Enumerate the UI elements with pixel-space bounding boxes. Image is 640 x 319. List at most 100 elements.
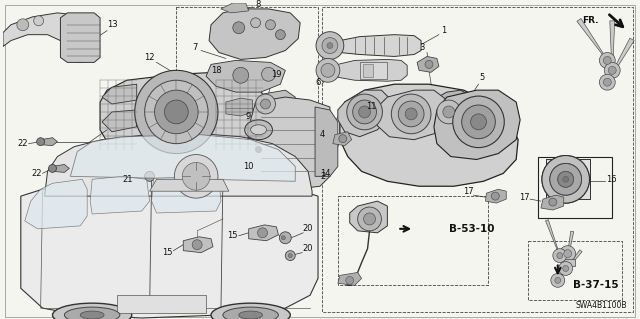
Circle shape	[551, 273, 564, 287]
Polygon shape	[333, 132, 352, 146]
Polygon shape	[338, 90, 391, 137]
Polygon shape	[378, 90, 447, 140]
Polygon shape	[209, 9, 300, 59]
Circle shape	[549, 198, 557, 206]
Circle shape	[322, 38, 338, 54]
Circle shape	[550, 163, 582, 195]
Polygon shape	[3, 13, 97, 63]
Circle shape	[255, 94, 275, 114]
Ellipse shape	[244, 120, 273, 140]
Ellipse shape	[223, 307, 278, 319]
Circle shape	[282, 236, 285, 240]
Circle shape	[316, 32, 344, 59]
Polygon shape	[559, 250, 582, 279]
Circle shape	[233, 67, 249, 83]
Text: 9: 9	[245, 112, 250, 122]
Circle shape	[563, 176, 569, 182]
Circle shape	[563, 265, 569, 271]
Bar	[546, 160, 591, 199]
Circle shape	[260, 99, 271, 109]
Circle shape	[557, 253, 563, 259]
Circle shape	[347, 94, 383, 130]
Polygon shape	[40, 138, 58, 146]
Circle shape	[555, 278, 561, 283]
Bar	[561, 259, 575, 266]
Circle shape	[358, 207, 381, 231]
Circle shape	[560, 246, 575, 262]
Text: 19: 19	[271, 70, 282, 79]
Text: 6: 6	[316, 78, 321, 87]
Circle shape	[470, 114, 486, 130]
Circle shape	[280, 232, 291, 244]
Circle shape	[145, 80, 208, 144]
Circle shape	[321, 63, 335, 77]
Circle shape	[36, 138, 45, 146]
Circle shape	[542, 156, 589, 203]
Text: 8: 8	[255, 0, 260, 10]
Circle shape	[604, 56, 611, 64]
Text: B-37-15: B-37-15	[573, 280, 618, 290]
Circle shape	[327, 43, 333, 48]
Circle shape	[553, 249, 566, 263]
Circle shape	[192, 240, 202, 250]
Polygon shape	[249, 225, 278, 241]
Circle shape	[266, 20, 275, 30]
Polygon shape	[102, 110, 137, 132]
Circle shape	[316, 58, 340, 82]
Circle shape	[558, 171, 573, 187]
Text: 16: 16	[606, 175, 616, 184]
Polygon shape	[423, 90, 474, 134]
Circle shape	[17, 19, 29, 31]
Text: 22: 22	[31, 169, 42, 178]
Ellipse shape	[251, 125, 266, 135]
Polygon shape	[349, 201, 387, 233]
Polygon shape	[577, 19, 606, 58]
Circle shape	[391, 94, 431, 134]
Circle shape	[425, 60, 433, 68]
Circle shape	[405, 108, 417, 120]
Circle shape	[255, 147, 262, 152]
Ellipse shape	[239, 311, 262, 319]
Circle shape	[600, 53, 615, 68]
Text: 2: 2	[321, 172, 326, 181]
Circle shape	[251, 18, 260, 28]
Circle shape	[608, 66, 616, 74]
Polygon shape	[52, 165, 69, 172]
Circle shape	[542, 156, 589, 203]
Text: 3: 3	[419, 43, 425, 52]
Text: 15: 15	[162, 248, 173, 257]
Polygon shape	[21, 179, 318, 318]
Circle shape	[164, 100, 188, 124]
Circle shape	[233, 22, 244, 34]
Text: 11: 11	[366, 102, 377, 111]
Circle shape	[49, 165, 56, 172]
Circle shape	[550, 163, 582, 195]
Text: 18: 18	[211, 66, 221, 75]
Polygon shape	[45, 134, 312, 196]
Polygon shape	[609, 38, 634, 80]
Polygon shape	[338, 272, 362, 285]
Text: 20: 20	[303, 224, 314, 233]
Text: 22: 22	[17, 139, 28, 148]
Polygon shape	[152, 176, 221, 213]
Polygon shape	[545, 220, 559, 254]
Text: FR.: FR.	[582, 16, 598, 25]
Circle shape	[346, 276, 354, 284]
Text: 17: 17	[519, 193, 529, 202]
Text: 10: 10	[243, 162, 254, 171]
Circle shape	[182, 162, 210, 190]
Text: 1: 1	[441, 26, 447, 35]
Circle shape	[257, 228, 268, 238]
Circle shape	[262, 67, 275, 81]
Polygon shape	[315, 107, 338, 176]
Circle shape	[398, 101, 424, 127]
Circle shape	[145, 171, 154, 181]
Circle shape	[34, 16, 44, 26]
Polygon shape	[340, 35, 421, 56]
Text: 4: 4	[319, 130, 324, 139]
Polygon shape	[610, 21, 615, 67]
Text: 13: 13	[107, 20, 117, 29]
Polygon shape	[90, 176, 150, 214]
Polygon shape	[486, 189, 506, 203]
Polygon shape	[70, 135, 295, 181]
